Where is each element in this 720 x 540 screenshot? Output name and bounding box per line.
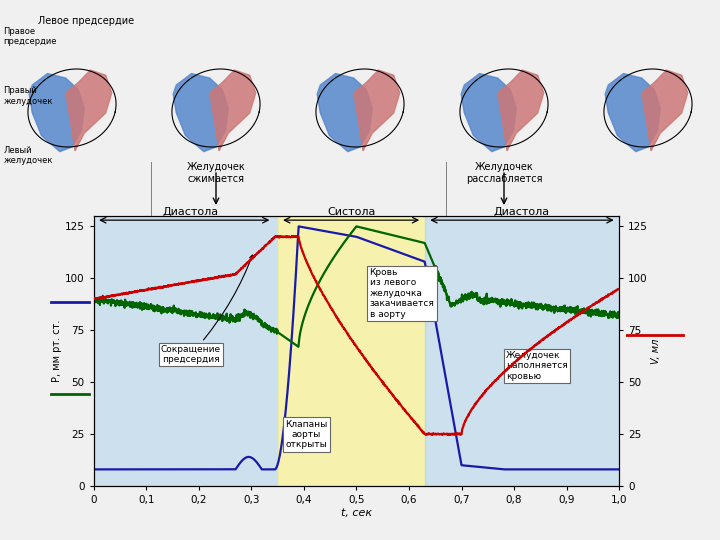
Polygon shape (66, 70, 112, 151)
Text: Желудочек
сжимается: Желудочек сжимается (186, 162, 246, 184)
Text: Диастола: Диастола (163, 207, 219, 217)
Text: Желудочек
наполняется
кровью: Желудочек наполняется кровью (506, 351, 568, 381)
Polygon shape (642, 70, 688, 151)
Bar (278, 216, 425, 486)
Polygon shape (174, 73, 228, 152)
Bar (94, 216, 278, 486)
Y-axis label: P, мм рт. ст.: P, мм рт. ст. (52, 320, 62, 382)
Text: Левый
желудочек: Левый желудочек (4, 146, 53, 165)
Text: Клапаны
аорты
открыты: Клапаны аорты открыты (285, 420, 328, 449)
Text: Правый
желудочек: Правый желудочек (4, 86, 53, 106)
Text: Кровь
из левого
желудочка
закачивается
в аорту: Кровь из левого желудочка закачивается в… (369, 268, 434, 319)
Text: Диастола: Диастола (494, 207, 550, 217)
Polygon shape (462, 73, 516, 152)
Text: Левое предсердие: Левое предсердие (38, 16, 135, 26)
Text: Сокращение
предсердия: Сокращение предсердия (161, 255, 253, 364)
Polygon shape (354, 70, 400, 151)
X-axis label: t, сек: t, сек (341, 508, 372, 518)
Polygon shape (498, 70, 544, 151)
Text: Правое
предсердие: Правое предсердие (4, 27, 57, 46)
Y-axis label: V, мл: V, мл (651, 339, 661, 363)
Polygon shape (318, 73, 372, 152)
Polygon shape (605, 73, 660, 152)
Polygon shape (210, 70, 256, 151)
Bar (425, 216, 619, 486)
Polygon shape (30, 73, 84, 152)
Text: Желудочек
расслабляется: Желудочек расслабляется (466, 162, 542, 184)
Text: Систола: Систола (327, 207, 375, 217)
